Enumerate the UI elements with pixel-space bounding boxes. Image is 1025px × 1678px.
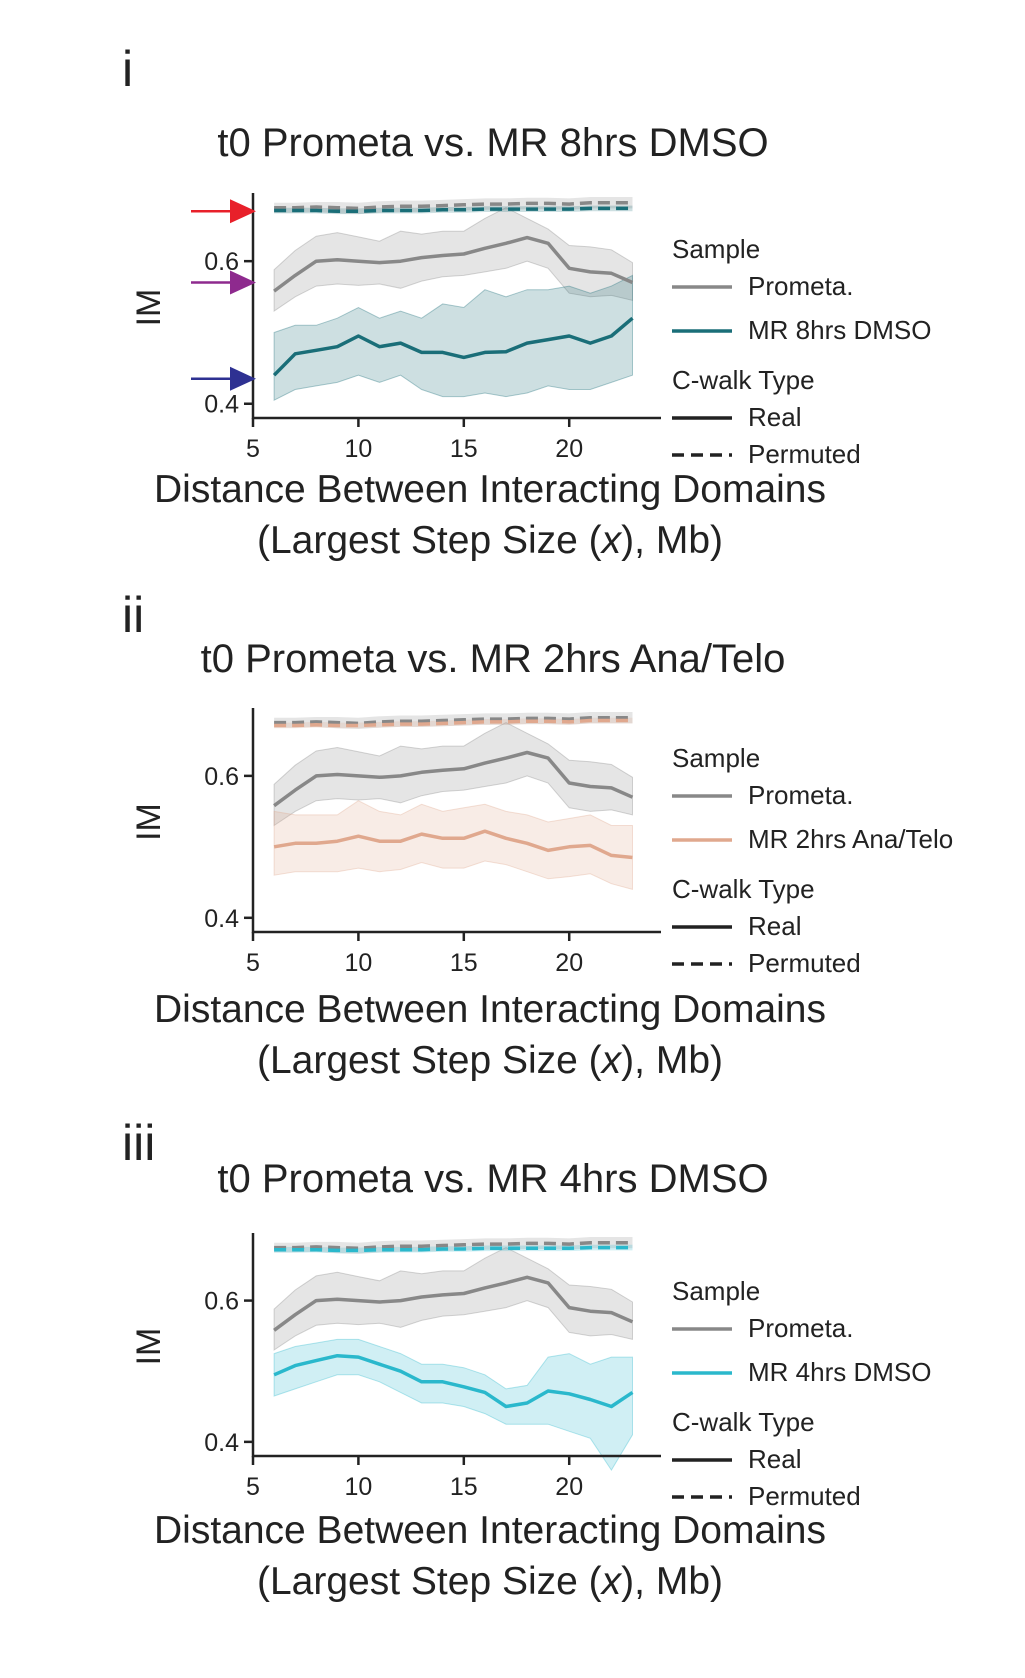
chart-title: t0 Prometa vs. MR 2hrs Ana/Telo (201, 637, 786, 681)
line-permuted-prometa (274, 1240, 633, 1251)
band-real-mr-2hrs-ana-telo (273, 800, 633, 891)
y-axis-label: IM (130, 1328, 168, 1366)
x-axis-label-part: x (600, 519, 623, 562)
legend-sample-title: Sample (672, 743, 760, 773)
line-permuted-mr-2hrs-ana-telo (274, 718, 633, 728)
legend: Sample Prometa. MR 8hrs DMSO C-walk Type Rea… (672, 234, 931, 469)
x-tick-label: 15 (450, 949, 478, 977)
line-permuted-prometa (274, 200, 633, 211)
line-real-mr-8hrs-dmso (272, 316, 634, 377)
legend-type-title: C-walk Type (672, 365, 815, 395)
band-permuted-prometa (274, 197, 633, 215)
band-real-prometa (273, 722, 633, 827)
band-real-prometa (273, 1247, 633, 1351)
panel-ii: ii t0 Prometa vs. MR 2hrs Ana/Telo 5 10 15 20… (122, 587, 953, 1082)
band-permuted-mr-8hrs-dmso (274, 205, 633, 215)
y-axis-label: IM (130, 803, 168, 841)
arrow-marker (191, 199, 256, 224)
plot-area (272, 197, 634, 402)
x-axis-label-part: (Largest Step Size ( (257, 1039, 602, 1082)
line-real-mr-4hrs-dmso (273, 1353, 634, 1409)
chart-title: t0 Prometa vs. MR 4hrs DMSO (217, 1157, 768, 1201)
legend-series-label: MR 4hrs DMSO (748, 1357, 931, 1387)
legend-series-label: MR 8hrs DMSO (748, 315, 931, 345)
line-real-prometa (273, 750, 634, 808)
x-tick-label: 10 (344, 435, 372, 463)
y-tick-label: 0.6 (204, 763, 239, 791)
band-permuted-mr-4hrs-dmso (274, 1244, 633, 1254)
x-tick-label: 20 (555, 1473, 583, 1501)
y-tick-label: 0.4 (204, 905, 239, 933)
band-permuted-prometa (274, 712, 633, 729)
line-permuted-mr-8hrs-dmso (274, 206, 633, 214)
band-real-mr-4hrs-dmso (273, 1338, 633, 1472)
legend-series-label: Prometa. (748, 1313, 854, 1343)
legend-real-label: Real (748, 402, 801, 432)
arrow-marker (191, 366, 256, 391)
x-axis-label-part: ), Mb) (621, 1039, 723, 1082)
band-real-prometa (273, 207, 633, 313)
line-real-prometa (273, 1275, 634, 1332)
plot-area (273, 1237, 634, 1472)
panel-label: ii (122, 587, 144, 643)
legend-permuted-label: Permuted (748, 439, 861, 469)
x-tick-label: 20 (555, 949, 583, 977)
band-permuted-prometa (274, 1237, 633, 1254)
x-tick-label: 5 (246, 1473, 260, 1501)
x-axis-label-part: x (600, 1039, 623, 1082)
x-axis-label-line1: Distance Between Interacting Domains (154, 468, 826, 511)
legend-permuted-label: Permuted (748, 1481, 861, 1511)
x-axis-label-line2: (Largest Step Size (x), Mb) (257, 1039, 723, 1082)
legend-sample-title: Sample (672, 1276, 760, 1306)
x-tick-label: 5 (246, 435, 260, 463)
panel-i: i t0 Prometa vs. MR 8hrs DMSO 5 10 15 20 0.4 0.… (122, 41, 931, 562)
y-axis-label: IM (130, 289, 168, 327)
y-tick-label: 0.4 (204, 391, 239, 419)
x-axis-label-line1: Distance Between Interacting Domains (154, 988, 826, 1031)
arrow-marker (191, 270, 256, 295)
panel-label: i (122, 41, 133, 97)
legend-series-label: MR 2hrs Ana/Telo (748, 824, 953, 854)
legend-series-label: Prometa. (748, 271, 854, 301)
x-tick-label: 15 (450, 1473, 478, 1501)
y-tick-label: 0.4 (204, 1429, 239, 1457)
x-axis-label-part: ), Mb) (621, 1560, 723, 1603)
legend-real-label: Real (748, 1444, 801, 1474)
x-axis-label-part: (Largest Step Size ( (257, 519, 602, 562)
legend-sample-title: Sample (672, 234, 760, 264)
band-permuted-mr-2hrs-ana-telo (274, 717, 633, 729)
x-tick-label: 15 (450, 435, 478, 463)
x-tick-label: 10 (344, 1473, 372, 1501)
y-tick-label: 0.6 (204, 1288, 239, 1316)
x-tick-label: 10 (344, 949, 372, 977)
x-tick-label: 5 (246, 949, 260, 977)
y-tick-label: 0.6 (204, 248, 239, 276)
x-tick-label: 20 (555, 435, 583, 463)
x-axis-label-line1: Distance Between Interacting Domains (154, 1509, 826, 1552)
band-real-mr-8hrs-dmso (273, 274, 633, 402)
x-axis-label-part: x (600, 1560, 623, 1603)
legend-series-label: Prometa. (748, 780, 854, 810)
line-real-mr-2hrs-ana-telo (273, 829, 633, 860)
panel-label: iii (122, 1115, 155, 1171)
x-axis-label-part: ), Mb) (621, 519, 723, 562)
x-axis-label-line2: (Largest Step Size (x), Mb) (257, 519, 723, 562)
legend-permuted-label: Permuted (748, 948, 861, 978)
chart-title: t0 Prometa vs. MR 8hrs DMSO (217, 121, 768, 165)
plot-area (273, 712, 634, 891)
panel-iii: iii t0 Prometa vs. MR 4hrs DMSO 5 10 15 20 0.4… (122, 1115, 931, 1603)
legend-type-title: C-walk Type (672, 874, 815, 904)
x-axis-label-line2: (Largest Step Size (x), Mb) (257, 1560, 723, 1603)
line-real-prometa (273, 235, 634, 293)
x-axis-label-part: (Largest Step Size ( (257, 1560, 602, 1603)
line-permuted-mr-4hrs-dmso (274, 1245, 633, 1253)
legend: Sample Prometa. MR 2hrs Ana/Telo C-walk Typ… (672, 743, 953, 978)
legend-real-label: Real (748, 911, 801, 941)
legend-type-title: C-walk Type (672, 1407, 815, 1437)
legend: Sample Prometa. MR 4hrs DMSO C-walk Type Rea… (672, 1276, 931, 1511)
line-permuted-prometa (274, 715, 633, 726)
